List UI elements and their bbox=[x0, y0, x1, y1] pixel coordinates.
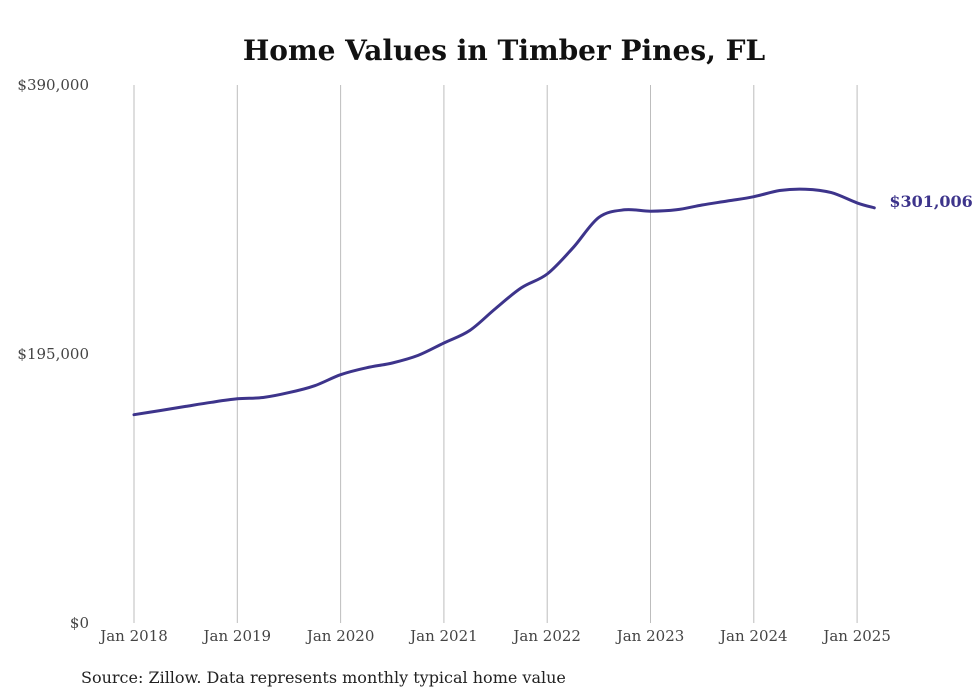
y-tick-label: $0 bbox=[70, 614, 89, 632]
x-tick-label: Jan 2021 bbox=[408, 627, 478, 645]
y-tick-label: $390,000 bbox=[17, 76, 89, 94]
x-tick-label: Jan 2018 bbox=[98, 627, 168, 645]
x-tick-label: Jan 2020 bbox=[305, 627, 375, 645]
x-tick-label: Jan 2023 bbox=[615, 627, 685, 645]
latest-value-label: $301,006 bbox=[889, 192, 973, 211]
source-note: Source: Zillow. Data represents monthly … bbox=[81, 668, 566, 687]
x-tick-label: Jan 2025 bbox=[821, 627, 891, 645]
chart-title: Home Values in Timber Pines, FL bbox=[243, 34, 766, 67]
x-tick-label: Jan 2019 bbox=[202, 627, 272, 645]
x-tick-label: Jan 2024 bbox=[718, 627, 788, 645]
x-tick-label: Jan 2022 bbox=[511, 627, 581, 645]
y-axis: $0 $195,000 $390,000 bbox=[17, 76, 89, 632]
home-value-line bbox=[132, 187, 876, 417]
x-axis: Jan 2018 Jan 2019 Jan 2020 Jan 2021 Jan 2022… bbox=[98, 627, 891, 645]
gridlines bbox=[133, 85, 858, 623]
y-tick-label: $195,000 bbox=[17, 345, 89, 363]
